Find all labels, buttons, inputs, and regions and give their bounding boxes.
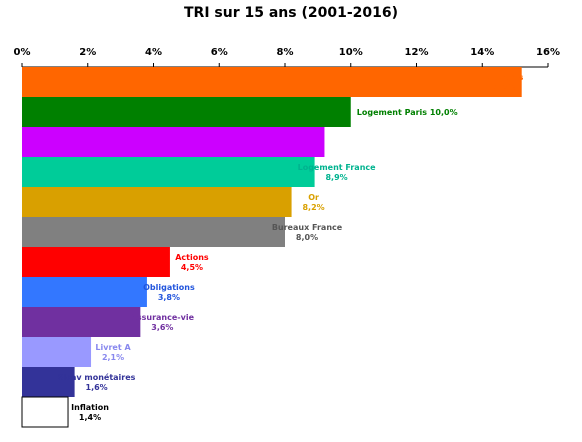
bar-category-label: Obligations <box>143 283 195 292</box>
bar-value-label: 9,2% <box>293 143 315 152</box>
bar <box>22 187 292 217</box>
bar-value-label: 15,2% <box>488 83 516 92</box>
bar <box>22 157 315 187</box>
bar <box>22 217 285 247</box>
bar-category-label: Or <box>308 193 319 202</box>
bar-category-label: Sicav monétaires <box>58 372 136 382</box>
bar-category-label: Inflation <box>71 403 109 412</box>
bar-category-label: Livret A <box>95 343 131 352</box>
bar <box>22 307 141 337</box>
bar <box>22 127 325 157</box>
bar-category-label: Foncières <box>480 72 524 82</box>
bar-value-label: 8,0% <box>296 233 318 242</box>
bar <box>22 97 351 127</box>
bar <box>22 277 147 307</box>
bar <box>22 247 170 277</box>
bar-label: Logement Paris 10,0% <box>357 108 458 117</box>
bar-value-label: 2,1% <box>102 353 124 362</box>
x-tick-label: 16% <box>536 47 560 58</box>
bar <box>21 396 69 428</box>
bar-category-label: SCPI <box>294 133 314 142</box>
bar-category-label: Assurance-vie <box>131 313 195 322</box>
x-tick-label: 4% <box>145 47 162 58</box>
bar <box>22 337 92 367</box>
x-tick-label: 6% <box>211 47 228 58</box>
bar-value-label: 1,4% <box>79 413 101 422</box>
x-tick-label: 2% <box>79 47 96 58</box>
bar-value-label: 1,6% <box>86 383 108 392</box>
bar-category-label: Actions <box>175 253 209 262</box>
x-tick-label: 10% <box>339 47 363 58</box>
bar-value-label: 4,5% <box>181 263 203 272</box>
bar-value-label: 8,9% <box>325 173 347 182</box>
x-tick-label: 12% <box>405 47 429 58</box>
bar-value-label: 8,2% <box>302 203 324 212</box>
x-tick-label: 0% <box>14 47 31 58</box>
x-tick-label: 8% <box>277 47 294 58</box>
bar-category-label: Logement France <box>298 163 377 172</box>
chart-title: TRI sur 15 ans (2001-2016) <box>183 5 398 21</box>
bar-value-label: 3,6% <box>151 323 173 332</box>
bar <box>22 367 75 397</box>
bar-category-label: Bureaux France <box>272 223 343 232</box>
bar-value-label: 3,8% <box>158 293 180 302</box>
x-tick-label: 14% <box>470 47 494 58</box>
bar <box>22 67 522 97</box>
